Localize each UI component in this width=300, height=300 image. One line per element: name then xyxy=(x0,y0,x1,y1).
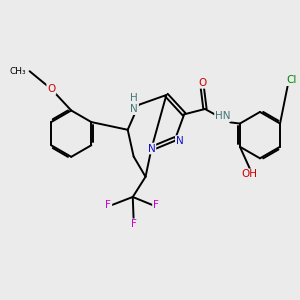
Text: OH: OH xyxy=(242,169,258,179)
Text: HN: HN xyxy=(215,111,231,121)
Text: H
N: H N xyxy=(130,92,138,114)
Text: N: N xyxy=(176,136,184,146)
Text: F: F xyxy=(131,219,137,229)
Text: O: O xyxy=(198,78,206,88)
Text: Cl: Cl xyxy=(286,75,296,85)
Text: O: O xyxy=(47,84,56,94)
Text: N: N xyxy=(148,143,155,154)
Text: F: F xyxy=(106,200,111,210)
Text: F: F xyxy=(153,200,159,210)
Text: CH₃: CH₃ xyxy=(9,67,26,76)
